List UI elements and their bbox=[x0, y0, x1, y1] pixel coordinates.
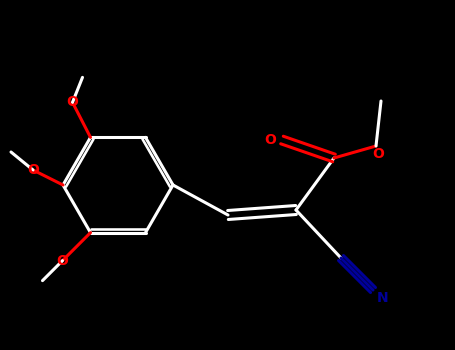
Text: O: O bbox=[264, 133, 276, 147]
Text: O: O bbox=[27, 163, 39, 177]
Text: O: O bbox=[56, 254, 68, 268]
Text: N: N bbox=[377, 291, 389, 305]
Text: O: O bbox=[372, 147, 384, 161]
Text: O: O bbox=[66, 95, 78, 109]
